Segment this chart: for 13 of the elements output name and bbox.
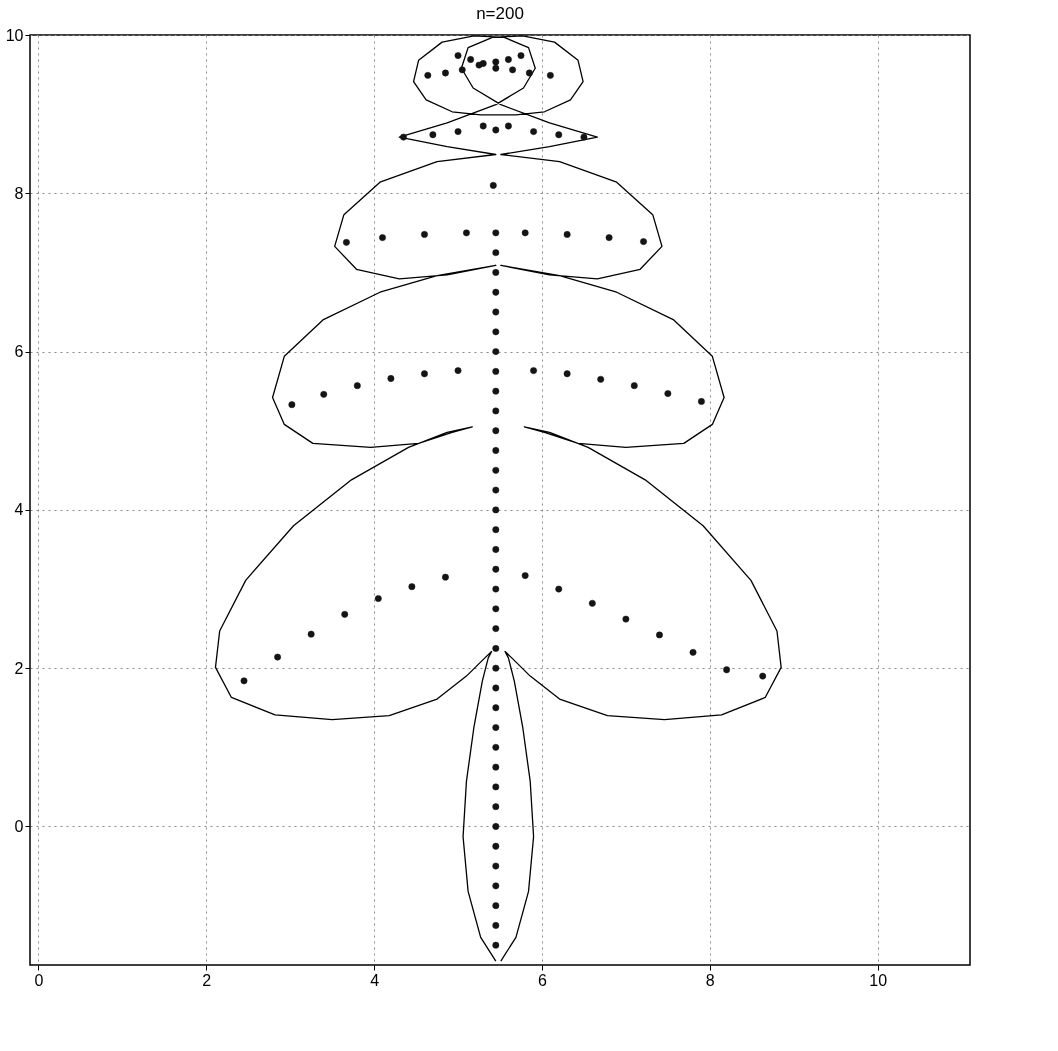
y-tick-label: 10	[5, 26, 24, 44]
y-tick-label: 8	[14, 184, 24, 202]
y-tick-label: 4	[14, 501, 24, 519]
x-tick-label: 4	[370, 971, 380, 989]
x-tick-label: 0	[34, 971, 44, 989]
x-tick-label: 10	[869, 971, 888, 989]
chart-title: n=200	[476, 4, 524, 23]
x-tick-label: 8	[705, 971, 715, 989]
y-tick-label: 2	[14, 659, 24, 677]
y-tick-label: 6	[14, 343, 24, 361]
x-tick-label: 2	[202, 971, 212, 989]
x-tick-label: 6	[538, 971, 548, 989]
y-tick-label: 0	[14, 817, 24, 835]
